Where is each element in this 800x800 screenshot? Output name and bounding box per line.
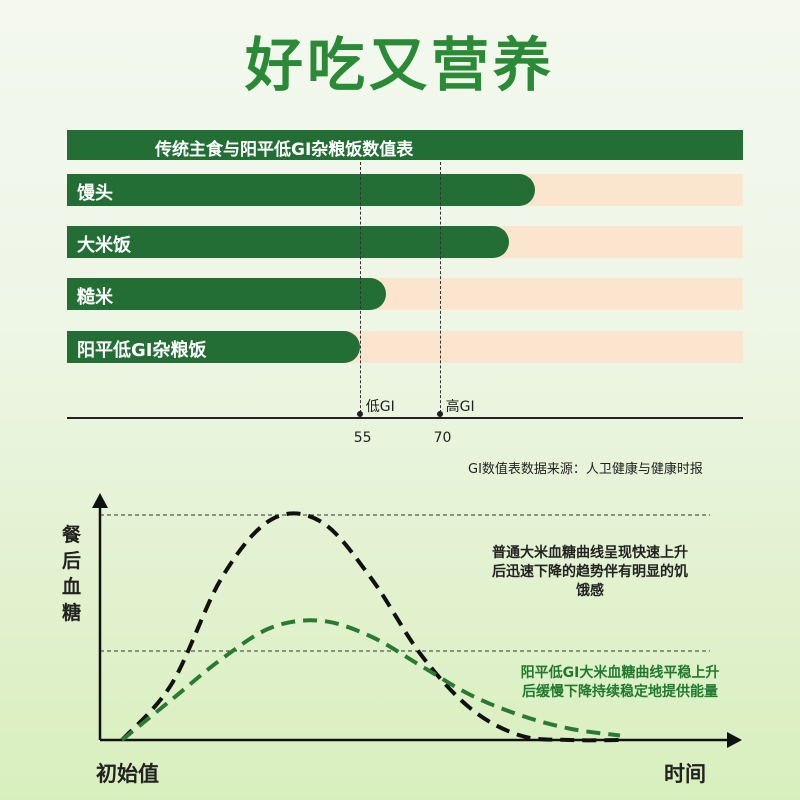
bar-label: 阳平低GI杂粮饭 bbox=[77, 340, 207, 361]
lowgi-rice-note: 阳平低GI大米血糖曲线平稳上升后缓慢下降持续稳定地提供能量 bbox=[520, 665, 720, 700]
tick-dot-high bbox=[436, 411, 443, 417]
table-header: 传统主食与阳平低GI杂粮饭数值表 bbox=[67, 130, 743, 160]
gi-axis bbox=[67, 417, 743, 419]
tick-dot-low bbox=[356, 411, 363, 417]
bar-row: 阳平低GI杂粮饭 bbox=[67, 331, 743, 363]
tick-55: 55 bbox=[353, 430, 372, 446]
origin-label: 初始值 bbox=[96, 762, 159, 786]
lowgi-rice-curve bbox=[120, 618, 621, 742]
x-axis-arrow bbox=[727, 732, 742, 748]
low-gi-label: 低GI bbox=[365, 399, 395, 415]
table-title: 传统主食与阳平低GI杂粮饭数值表 bbox=[155, 140, 414, 160]
bar-fill-rice bbox=[67, 226, 509, 258]
threshold-line-low bbox=[359, 162, 361, 418]
headline: 好吃又营养 bbox=[244, 31, 555, 99]
normal-rice-curve bbox=[120, 511, 621, 743]
bar-row: 糙米 bbox=[67, 278, 743, 310]
y-axis-arrow bbox=[92, 493, 108, 508]
x-axis-label: 时间 bbox=[664, 762, 706, 786]
threshold-line-high bbox=[439, 162, 441, 418]
y-axis-label: 餐后血糖 bbox=[62, 524, 82, 624]
bar-fill-brown-rice bbox=[67, 278, 387, 310]
tick-70: 70 bbox=[433, 430, 452, 446]
bar-label: 大米饭 bbox=[77, 235, 131, 256]
bar-label: 糙米 bbox=[77, 287, 113, 308]
bar-fill-lowgi-rice bbox=[67, 331, 360, 363]
bar-label: 馒头 bbox=[77, 183, 113, 204]
normal-rice-note: 普通大米血糖曲线呈现快速上升后迅速下降的趋势伴有明显的饥饿感 bbox=[492, 545, 688, 599]
bar-fill-mantou bbox=[67, 174, 536, 206]
data-source-note: GI数值表数据来源：人卫健康与健康时报 bbox=[468, 462, 703, 477]
high-gi-label: 高GI bbox=[445, 399, 475, 415]
bar-row: 馒头 bbox=[67, 174, 743, 206]
bar-row: 大米饭 bbox=[67, 226, 743, 258]
